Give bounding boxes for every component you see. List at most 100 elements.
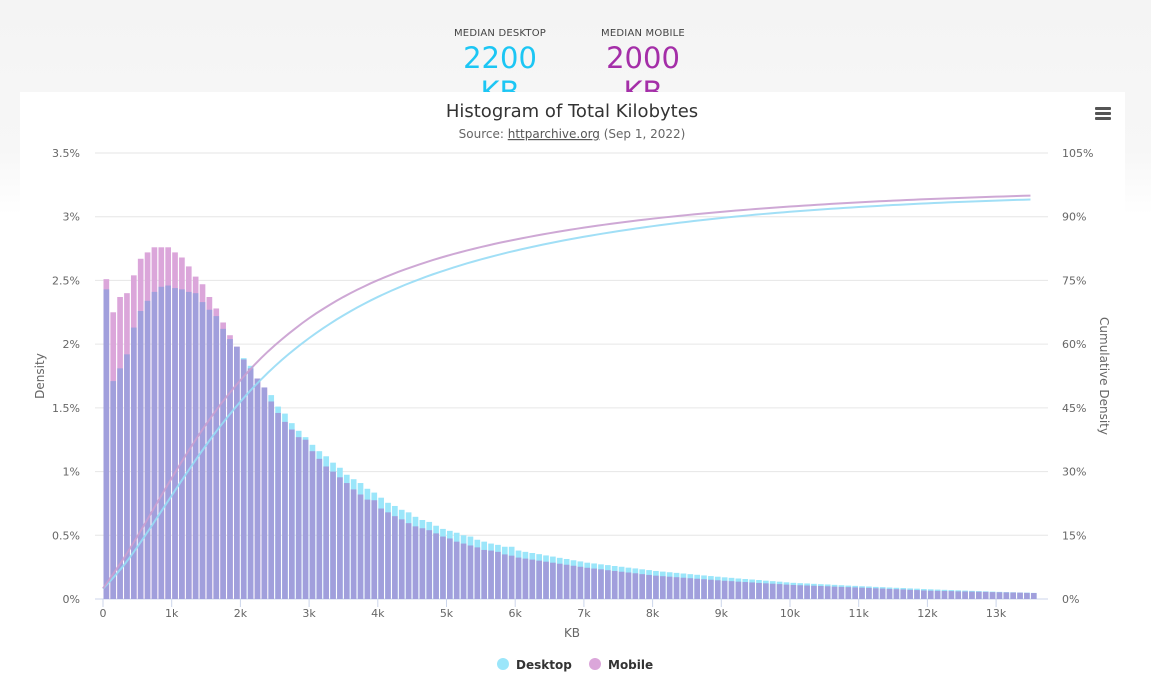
bar-overlap [618,571,625,599]
bar-overlap [337,477,343,599]
bar-overlap [330,471,336,599]
bar-overlap [756,582,762,599]
bar-overlap [1003,592,1010,599]
bar-overlap [769,583,776,599]
bar-overlap [907,589,913,599]
bar-overlap [1017,592,1023,599]
x-tick-label: 11k [849,607,870,620]
bar-overlap [797,585,804,599]
bar-overlap [714,580,721,599]
y2-tick-label: 30% [1062,466,1086,479]
bar-overlap [577,566,584,599]
cumulative-line-desktop [102,198,1031,590]
legend-item-desktop[interactable]: Desktop [497,658,572,672]
bar-overlap [632,573,639,599]
bar-overlap [488,550,494,599]
bar-overlap [302,439,309,599]
bar-overlap [701,579,707,599]
bar-overlap [179,289,185,599]
bar-overlap [151,291,158,599]
bar-overlap [103,289,110,599]
y2-tick-label: 45% [1062,402,1086,415]
bar-overlap [996,592,1003,599]
bar-overlap [474,547,481,599]
bar-overlap [605,570,611,599]
x-tick-label: 7k [577,607,591,620]
bar-overlap [316,458,323,599]
bar-overlap [124,354,130,599]
bar-overlap [969,591,975,599]
bar-overlap [948,591,955,599]
bar-overlap [866,587,872,599]
bar-overlap [625,572,632,599]
bar-overlap [646,574,652,599]
bar-overlap [240,359,247,599]
bar-overlap [144,300,151,599]
bar-overlap [742,582,749,599]
bar-overlap [550,562,556,599]
bar-overlap [433,533,439,599]
y-axis-title: Density [33,353,47,399]
x-tick-label: 4k [371,607,385,620]
legend-item-mobile[interactable]: Mobile [589,658,653,672]
bar-overlap [927,590,934,599]
legend-mobile-label: Mobile [608,658,653,672]
bar-overlap [804,585,810,599]
bar-overlap [158,286,165,599]
bar-overlap [776,584,783,599]
bar-overlap [955,591,962,599]
hamburger-menu-icon[interactable] [1095,107,1111,121]
bar-overlap [886,588,893,599]
bar-overlap [687,578,694,599]
y2-tick-label: 60% [1062,338,1086,351]
x-tick-label: 8k [646,607,660,620]
median-desktop-label: MEDIAN DESKTOP [453,28,547,39]
bar-overlap [275,412,281,599]
bar-overlap [570,565,577,599]
x-tick-label: 0 [100,607,107,620]
y-tick-label: 0% [63,593,80,606]
bar-overlap [350,489,357,599]
x-tick-label: 13k [986,607,1007,620]
x-tick-label: 12k [917,607,938,620]
y-tick-label: 2.5% [52,274,80,287]
bar-overlap [453,541,460,599]
bar-overlap [357,494,364,599]
bar-overlap [1024,592,1030,599]
bar-overlap [522,558,529,599]
bar-overlap [962,591,968,599]
bar-overlap [556,563,563,599]
chart-subtitle: Source: httparchive.org (Sep 1, 2022) [459,127,686,141]
bar-overlap [508,555,515,599]
bar-overlap [192,293,199,599]
y2-tick-label: 0% [1062,593,1079,606]
x-axis-title: KB [564,626,580,640]
bar-overlap [343,483,350,599]
bar-overlap [721,580,728,599]
bar-overlap [213,316,220,599]
bar-overlap [460,543,467,599]
bar-overlap [838,586,845,599]
bar-overlap [295,437,302,599]
bar-overlap [680,577,687,599]
x-tick-label: 9k [715,607,729,620]
x-tick-label: 2k [234,607,248,620]
bar-overlap [227,339,233,599]
bar-overlap [584,567,591,599]
bar-overlap [859,587,865,599]
bar-overlap [440,536,446,599]
x-tick-label: 10k [780,607,801,620]
bar-overlap [137,311,144,599]
bar-overlap [234,346,240,599]
bar-overlap [817,586,824,599]
bar-overlap [659,576,666,599]
bar-overlap [879,588,886,599]
cumulative-line-mobile [102,194,1031,589]
bar-overlap [666,576,673,599]
bar-overlap [598,569,604,599]
y-tick-label: 0.5% [52,529,80,542]
source-link[interactable]: httparchive.org [508,127,600,141]
bar-overlap [934,590,941,599]
bar-overlap [611,570,618,599]
bar-overlap [172,288,178,599]
